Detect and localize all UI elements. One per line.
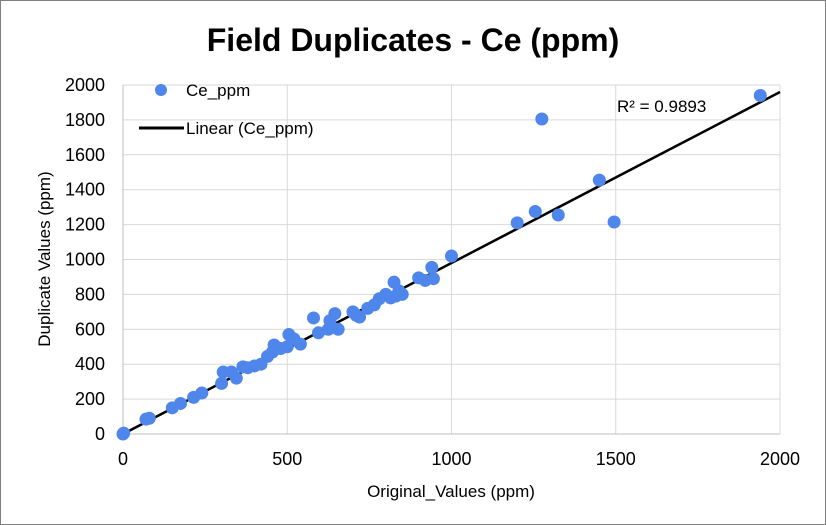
data-point xyxy=(195,386,209,400)
x-tick-label: 500 xyxy=(272,449,302,469)
data-point xyxy=(229,371,243,385)
data-point xyxy=(311,326,325,340)
data-point xyxy=(142,411,156,425)
data-point xyxy=(445,249,458,263)
legend: Ce_ppm Linear (Ce_ppm) xyxy=(139,81,314,138)
data-point xyxy=(528,205,542,219)
x-tick-label: 1000 xyxy=(431,449,471,469)
data-point xyxy=(117,426,131,440)
data-point xyxy=(592,173,606,187)
data-point xyxy=(607,215,621,229)
y-tick-label: 1600 xyxy=(65,145,105,165)
data-point xyxy=(173,396,187,410)
x-tick-label: 2000 xyxy=(760,449,800,469)
y-tick-label: 1400 xyxy=(65,180,105,200)
scatter-points xyxy=(116,88,767,441)
data-point xyxy=(753,88,767,102)
data-point xyxy=(331,322,345,336)
chart-title: Field Duplicates - Ce (ppm) xyxy=(207,22,619,58)
legend-label-ce-ppm: Ce_ppm xyxy=(186,81,250,100)
y-tick-label: 0 xyxy=(95,424,105,444)
x-tick-label: 1500 xyxy=(596,449,636,469)
data-point xyxy=(395,287,409,301)
data-point xyxy=(425,260,439,274)
x-tick-label: 0 xyxy=(118,449,128,469)
y-tick-label: 2000 xyxy=(65,75,105,95)
data-point xyxy=(307,311,321,325)
y-tick-label: 1000 xyxy=(65,250,105,270)
y-tick-label: 1800 xyxy=(65,110,105,130)
y-tick-label: 600 xyxy=(75,319,105,339)
x-tick-labels: 0 500 1000 1500 2000 xyxy=(118,449,800,469)
y-tick-label: 1200 xyxy=(65,215,105,235)
y-tick-label: 400 xyxy=(75,354,105,374)
data-point xyxy=(215,376,229,390)
y-tick-label: 200 xyxy=(75,389,105,409)
data-point xyxy=(510,216,524,230)
data-point xyxy=(551,208,565,222)
y-axis-title: Duplicate Values (ppm) xyxy=(35,171,54,346)
legend-marker-ce-ppm xyxy=(155,84,167,96)
data-point xyxy=(328,307,342,321)
y-tick-label: 800 xyxy=(75,284,105,304)
x-axis-title: Original_Values (ppm) xyxy=(367,482,535,501)
axes xyxy=(122,85,780,435)
r-squared-annotation: R² = 0.9893 xyxy=(617,97,706,116)
data-point xyxy=(353,310,367,324)
data-point xyxy=(293,337,307,351)
grid-lines xyxy=(123,84,781,434)
legend-label-linear: Linear (Ce_ppm) xyxy=(186,119,314,138)
data-point xyxy=(426,272,440,286)
y-tick-labels: 0 200 400 600 800 1000 1200 1400 1600 1800 2000 xyxy=(65,75,105,444)
data-point xyxy=(535,112,549,126)
